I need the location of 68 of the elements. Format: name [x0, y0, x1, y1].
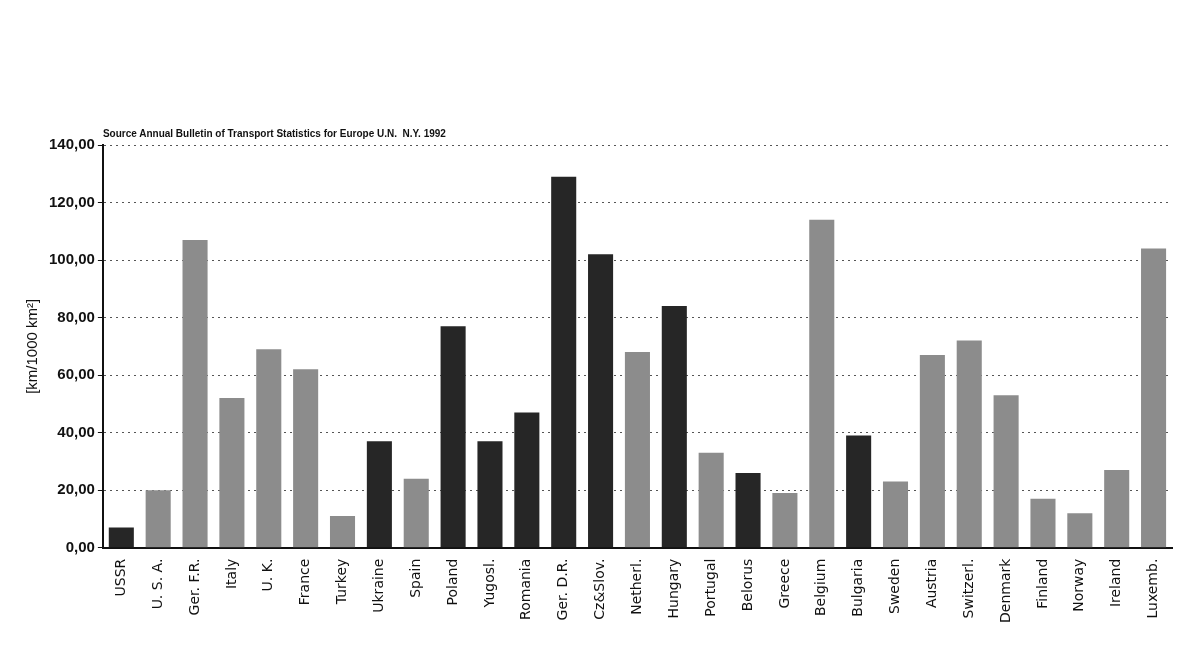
bar — [551, 176, 577, 548]
x-tick-label: Norway — [1070, 558, 1087, 612]
bar — [1030, 498, 1056, 548]
x-tick-label: Turkey — [333, 558, 350, 606]
bar — [440, 326, 466, 548]
y-tick-label: 20,00 — [57, 480, 95, 498]
y-tick-label: 60,00 — [57, 365, 95, 383]
x-tick-label: Austria — [923, 558, 940, 609]
x-tick-label: Switzerl. — [959, 558, 976, 619]
x-tick-label: U. K. — [259, 558, 276, 592]
x-tick-label: Greece — [775, 558, 792, 609]
y-axis-title: [km/1000 km²] — [23, 298, 41, 394]
x-tick-label: Finland — [1033, 558, 1050, 609]
bar — [956, 340, 982, 548]
bar — [661, 306, 687, 548]
bar — [624, 352, 650, 548]
x-tick-label: Spain — [406, 558, 423, 598]
bar — [1141, 248, 1167, 548]
x-tick-label: Netherl. — [628, 558, 645, 615]
bar — [329, 516, 356, 548]
y-tick-label: 80,00 — [57, 307, 95, 325]
y-tick-label: 120,00 — [48, 192, 95, 210]
bar — [219, 398, 245, 548]
bar — [882, 481, 909, 548]
x-tick-label: Belorus — [738, 558, 755, 612]
x-tick-label: Hungary — [664, 558, 681, 619]
x-tick-label: USSR — [111, 558, 128, 597]
x-tick-label: Bulgaria — [849, 558, 866, 617]
x-tick-label: Ukraine — [370, 558, 387, 613]
bar — [145, 490, 171, 548]
bar — [772, 493, 798, 548]
bar — [1067, 513, 1093, 548]
x-tick-label: Portugal — [701, 558, 718, 617]
x-tick-label: Romania — [517, 558, 534, 620]
x-tick-label: Cz&Slov. — [591, 558, 608, 620]
x-tick-label: U. S. A. — [148, 558, 165, 610]
bar — [366, 441, 392, 548]
x-tick-label: Luxemb. — [1144, 558, 1161, 619]
bar — [403, 478, 429, 548]
bar — [1104, 470, 1130, 548]
bar — [256, 349, 282, 548]
x-tick-label: Belgium — [812, 558, 829, 617]
bar — [846, 435, 872, 548]
x-tick-label: Ireland — [1107, 558, 1124, 608]
x-tick-label: Denmark — [996, 557, 1013, 624]
source-note: Source Annual Bulletin of Transport Statistics for Europe U.N. N.Y. 1992 — [102, 127, 447, 139]
x-tick-label: Ger. F.R. — [185, 558, 202, 616]
y-tick-label: 0,00 — [65, 537, 95, 555]
bar — [108, 527, 134, 548]
bar — [182, 239, 208, 548]
bar — [514, 412, 540, 548]
x-tick-label: Ger. D.R. — [554, 558, 571, 621]
bar — [477, 441, 503, 548]
bar — [735, 472, 761, 548]
bar — [809, 219, 835, 548]
x-tick-label: Sweden — [886, 558, 903, 614]
bar — [293, 369, 319, 548]
x-tick-label: Italy — [222, 558, 239, 590]
y-tick-label: 40,00 — [57, 422, 95, 440]
bar — [588, 254, 614, 548]
x-tick-label: France — [296, 558, 313, 606]
x-tick-label: Yugosl. — [480, 558, 497, 609]
bar — [993, 395, 1019, 548]
y-tick-label: 140,00 — [48, 135, 95, 153]
x-tick-label: Poland — [443, 558, 460, 606]
bar — [698, 452, 724, 548]
y-tick-label: 100,00 — [48, 250, 95, 268]
bar — [919, 354, 945, 548]
